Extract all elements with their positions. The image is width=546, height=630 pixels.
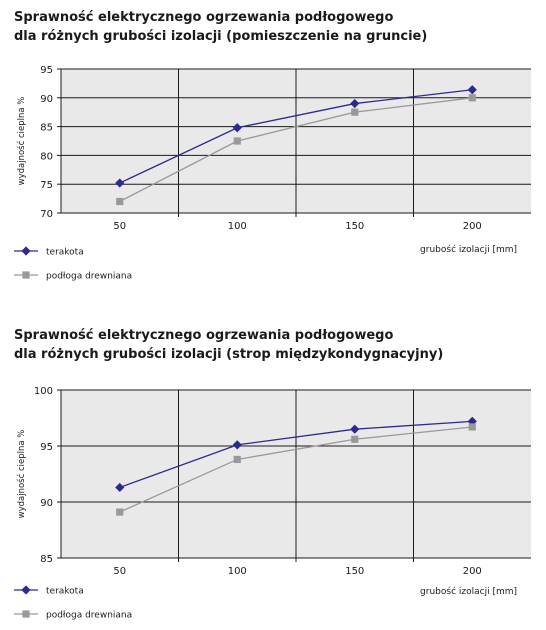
x-tick-label: 100	[228, 566, 247, 577]
data-point	[116, 508, 124, 516]
chart-title: Sprawność elektrycznego ogrzewania podło…	[14, 326, 443, 364]
y-tick-label: 90	[40, 498, 53, 509]
data-point	[232, 440, 242, 450]
data-point	[467, 85, 477, 95]
chart-title-line-2: dla różnych grubości izolacji (pomieszcz…	[14, 29, 428, 44]
chart-title-line-1: Sprawność elektrycznego ogrzewania podło…	[14, 328, 394, 343]
x-axis-title: grubość izolacji [mm]	[420, 244, 517, 255]
chart-ground-floor: Sprawność elektrycznego ogrzewania podło…	[0, 0, 546, 300]
series-podloga-drewniana	[116, 94, 476, 206]
series-line	[119, 97, 473, 203]
series-podloga-drewniana	[116, 423, 476, 516]
data-point	[351, 435, 359, 443]
y-axis-title: wydajność cieplna %	[16, 97, 27, 186]
data-point	[350, 424, 360, 434]
series-terakota	[115, 85, 477, 188]
data-point	[350, 98, 360, 109]
y-tick-label: 95	[40, 65, 53, 76]
y-tick-label: 85	[40, 123, 53, 134]
data-point	[233, 137, 241, 145]
y-tick-label: 90	[40, 94, 53, 105]
chart-svg: 70 75 80 85 90 95 50 100 150 200 wydajność cieplna…	[14, 65, 531, 282]
x-tick-label: 50	[113, 566, 126, 577]
x-tick-label: 200	[463, 221, 482, 232]
y-tick-label: 85	[40, 554, 53, 565]
x-axis-title: grubość izolacji [mm]	[420, 586, 517, 597]
y-tick-label: 75	[40, 180, 53, 191]
legend-item: podłoga drewniana	[14, 271, 132, 282]
legend-label: terakota	[46, 587, 84, 597]
legend-marker	[22, 610, 30, 618]
legend-marker	[22, 271, 30, 279]
x-tick-label: 150	[345, 566, 364, 577]
y-tick-label: 100	[34, 386, 53, 397]
series-line	[119, 426, 473, 513]
chart-intermediate-floor: Sprawność elektrycznego ogrzewania podło…	[0, 318, 546, 630]
series-line	[119, 89, 473, 184]
chart-title-line-1: Sprawność elektrycznego ogrzewania podło…	[14, 10, 394, 25]
series-line	[119, 420, 473, 489]
legend-label: terakota	[46, 248, 84, 258]
legend-label: podłoga drewniana	[46, 272, 132, 282]
y-tick-label: 70	[40, 209, 53, 220]
y-tick-label: 80	[40, 151, 53, 162]
x-tick-label: 150	[345, 221, 364, 232]
y-axis-title: wydajność cieplna %	[16, 430, 27, 519]
data-point	[116, 197, 124, 206]
data-point	[351, 108, 359, 116]
legend-label: podłoga drewniana	[46, 611, 132, 621]
data-point	[233, 455, 241, 464]
data-point	[115, 178, 125, 188]
legend-marker	[21, 585, 31, 595]
legend-item: terakota	[14, 246, 84, 258]
legend-marker	[21, 246, 31, 256]
x-tick-label: 50	[113, 221, 126, 232]
data-point	[468, 423, 476, 431]
chart-title: Sprawność elektrycznego ogrzewania podło…	[14, 8, 427, 46]
chart-svg: 85 90 95 100 50 100 150 200 wydajność cieplna % g…	[14, 386, 531, 621]
chart-title-line-2: dla różnych grubości izolacji (strop mię…	[14, 347, 444, 362]
data-point	[468, 94, 476, 102]
y-tick-label: 95	[40, 442, 53, 453]
legend-item: terakota	[14, 585, 84, 597]
x-tick-label: 100	[228, 221, 247, 232]
legend-item: podłoga drewniana	[14, 610, 132, 621]
data-point	[232, 123, 242, 133]
data-point	[115, 482, 125, 493]
x-tick-label: 200	[463, 566, 482, 577]
